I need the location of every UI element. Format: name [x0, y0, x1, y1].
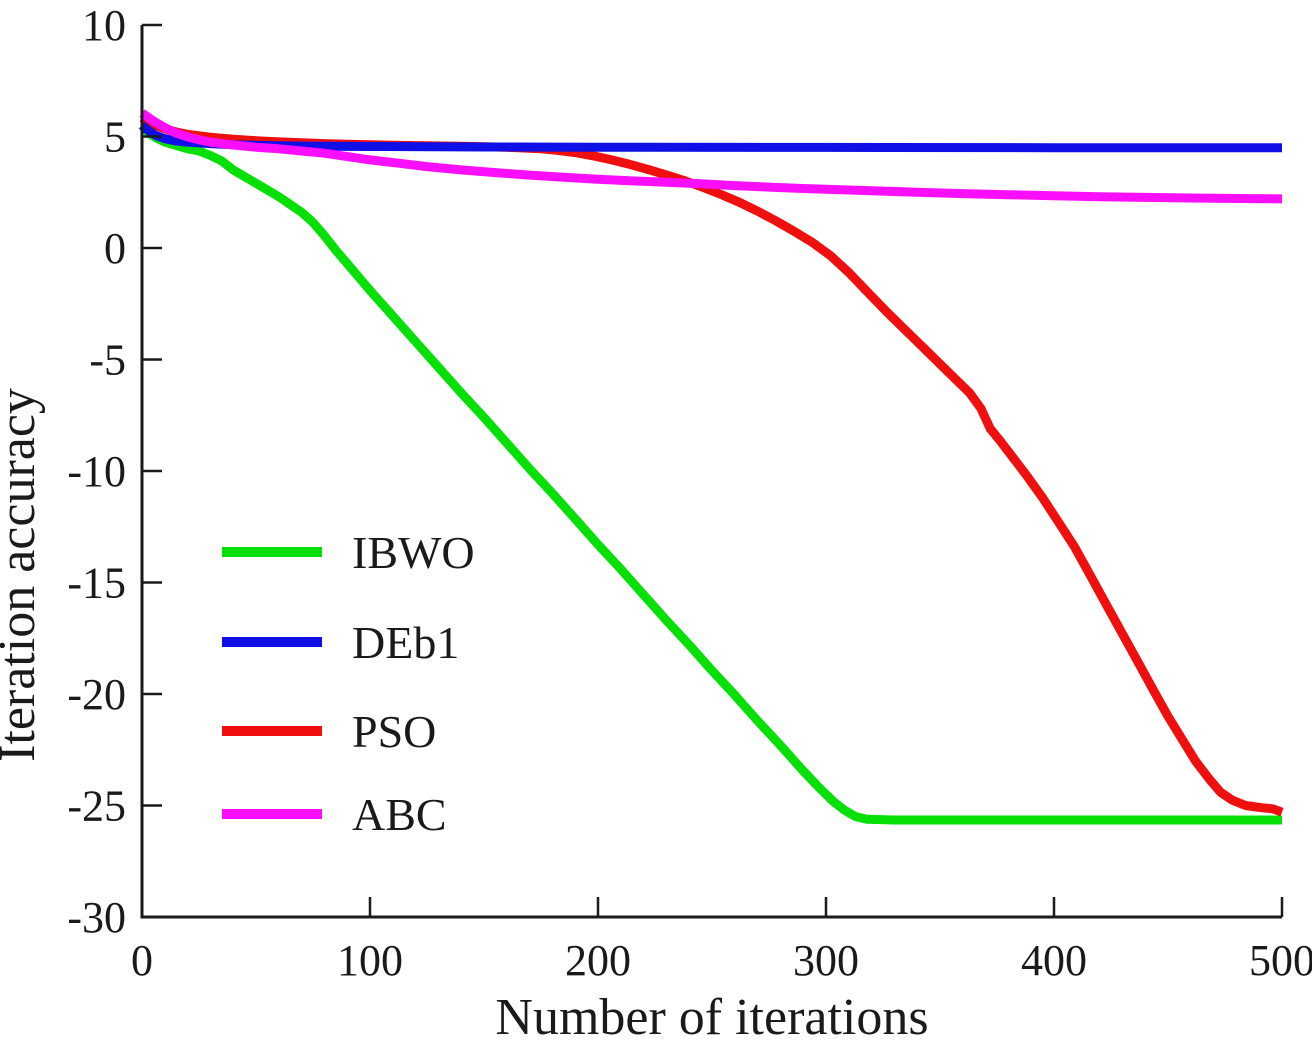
series-line-ibwo: [138, 122, 1282, 825]
legend: IBWO DEb1 PSO ABC: [222, 527, 475, 840]
y-tick-label: 10: [82, 1, 126, 50]
x-tick-label: 500: [1249, 936, 1312, 985]
y-tick-label: -20: [67, 670, 126, 719]
y-tick-label: -15: [67, 559, 126, 608]
legend-item-abc: ABC: [222, 789, 447, 840]
legend-label: PSO: [352, 706, 436, 757]
y-tick-label: -25: [67, 782, 126, 831]
y-tick-label: -5: [89, 336, 126, 385]
x-tick-label: 100: [337, 936, 403, 985]
legend-label: ABC: [352, 789, 447, 840]
x-axis-title: Number of iterations: [495, 989, 928, 1046]
x-tick-label: 200: [565, 936, 631, 985]
y-tick-label: 5: [104, 113, 126, 162]
series-line-abc: [139, 109, 1283, 204]
legend-item-deb1: DEb1: [222, 617, 459, 668]
legend-label: IBWO: [352, 527, 475, 578]
series-layer: [138, 109, 1284, 825]
axis-spines: [140, 25, 1282, 919]
legend-label: DEb1: [352, 617, 459, 668]
y-axis-title: Iteration accuracy: [0, 388, 46, 762]
y-tick-label: -30: [67, 893, 126, 942]
series-line-deb1: [139, 121, 1282, 153]
y-tick-label: -10: [67, 447, 126, 496]
y-tick-label: 0: [104, 224, 126, 273]
legend-item-ibwo: IBWO: [222, 527, 475, 578]
x-tick-label: 400: [1021, 936, 1087, 985]
legend-item-pso: PSO: [222, 706, 436, 757]
x-tick-label: 0: [131, 936, 153, 985]
x-tick-label: 300: [793, 936, 859, 985]
